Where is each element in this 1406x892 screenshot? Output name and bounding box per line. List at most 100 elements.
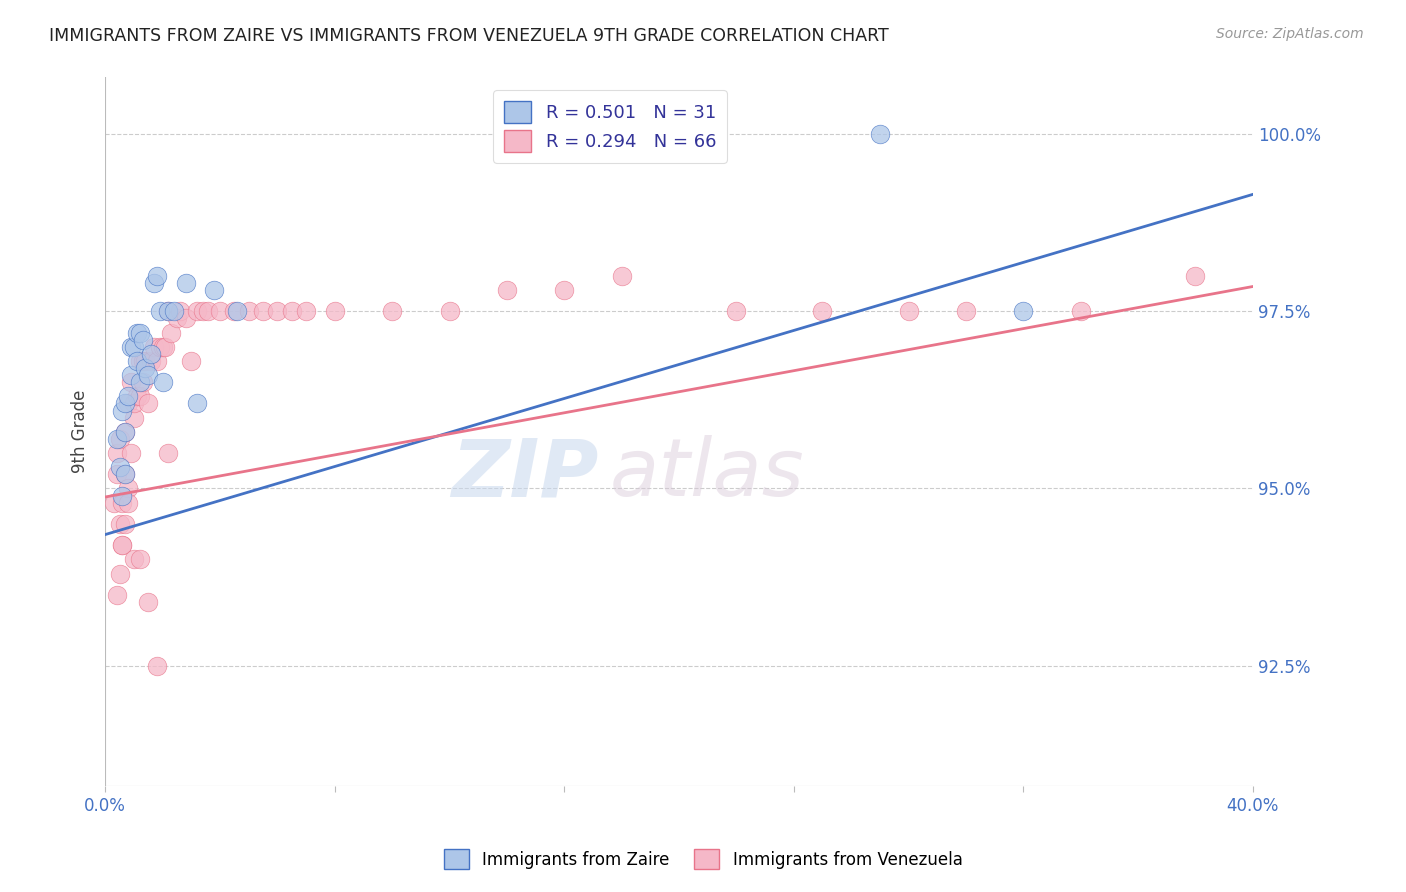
Point [166, 311, 188, 326]
Point [122, 410, 145, 425]
Point [224, 304, 246, 318]
Point [136, 595, 159, 609]
Point [553, 283, 575, 297]
Point [105, 446, 128, 460]
Point [186, 304, 208, 318]
Point [152, 375, 174, 389]
Point [125, 326, 148, 340]
Point [111, 496, 134, 510]
Point [139, 347, 162, 361]
Point [128, 375, 150, 389]
Point [122, 552, 145, 566]
Point [111, 403, 134, 417]
Point [169, 304, 191, 318]
Point [120, 446, 142, 460]
Point [1012, 304, 1035, 318]
Point [191, 304, 214, 318]
Point [117, 496, 139, 510]
Point [811, 304, 834, 318]
Point [955, 304, 977, 318]
Point [174, 311, 197, 326]
Point [160, 326, 183, 340]
Point [149, 340, 172, 354]
Point [122, 396, 145, 410]
Point [152, 340, 174, 354]
Point [108, 460, 131, 475]
Point [186, 396, 208, 410]
Point [202, 283, 225, 297]
Point [117, 389, 139, 403]
Point [139, 354, 162, 368]
Point [725, 304, 748, 318]
Point [108, 432, 131, 446]
Point [128, 326, 150, 340]
Point [146, 658, 169, 673]
Point [1070, 304, 1092, 318]
Point [111, 538, 134, 552]
Point [134, 354, 156, 368]
Point [295, 304, 318, 318]
Point [197, 304, 219, 318]
Point [103, 496, 125, 510]
Text: IMMIGRANTS FROM ZAIRE VS IMMIGRANTS FROM VENEZUELA 9TH GRADE CORRELATION CHART: IMMIGRANTS FROM ZAIRE VS IMMIGRANTS FROM… [49, 27, 889, 45]
Point [105, 432, 128, 446]
Point [323, 304, 346, 318]
Legend: Immigrants from Zaire, Immigrants from Venezuela: Immigrants from Zaire, Immigrants from V… [433, 838, 973, 880]
Point [143, 340, 166, 354]
Point [125, 354, 148, 368]
Point [120, 375, 142, 389]
Point [111, 489, 134, 503]
Point [108, 516, 131, 531]
Point [155, 340, 177, 354]
Point [136, 368, 159, 383]
Point [180, 354, 202, 368]
Point [120, 368, 142, 383]
Point [149, 304, 172, 318]
Text: Source: ZipAtlas.com: Source: ZipAtlas.com [1216, 27, 1364, 41]
Point [105, 467, 128, 482]
Point [496, 283, 519, 297]
Point [114, 467, 136, 482]
Point [111, 538, 134, 552]
Point [108, 566, 131, 581]
Point [146, 354, 169, 368]
Point [252, 304, 274, 318]
Point [114, 467, 136, 482]
Point [146, 268, 169, 283]
Point [122, 340, 145, 354]
Point [114, 425, 136, 439]
Point [208, 304, 231, 318]
Point [105, 588, 128, 602]
Point [114, 516, 136, 531]
Text: ZIP: ZIP [451, 435, 599, 513]
Point [131, 375, 153, 389]
Point [125, 389, 148, 403]
Point [1184, 268, 1206, 283]
Y-axis label: 9th Grade: 9th Grade [72, 390, 89, 474]
Point [143, 276, 166, 290]
Point [131, 354, 153, 368]
Point [134, 361, 156, 376]
Point [897, 304, 920, 318]
Point [117, 482, 139, 496]
Point [136, 396, 159, 410]
Point [157, 304, 180, 318]
Point [128, 389, 150, 403]
Point [163, 304, 186, 318]
Point [280, 304, 302, 318]
Legend: R = 0.501   N = 31, R = 0.294   N = 66: R = 0.501 N = 31, R = 0.294 N = 66 [494, 90, 727, 163]
Point [174, 276, 197, 290]
Point [381, 304, 404, 318]
Point [869, 127, 891, 141]
Point [128, 354, 150, 368]
Point [114, 396, 136, 410]
Point [120, 340, 142, 354]
Point [117, 396, 139, 410]
Point [226, 304, 249, 318]
Point [157, 304, 180, 318]
Point [439, 304, 461, 318]
Point [131, 333, 153, 347]
Text: atlas: atlas [610, 435, 804, 513]
Point [266, 304, 288, 318]
Point [114, 425, 136, 439]
